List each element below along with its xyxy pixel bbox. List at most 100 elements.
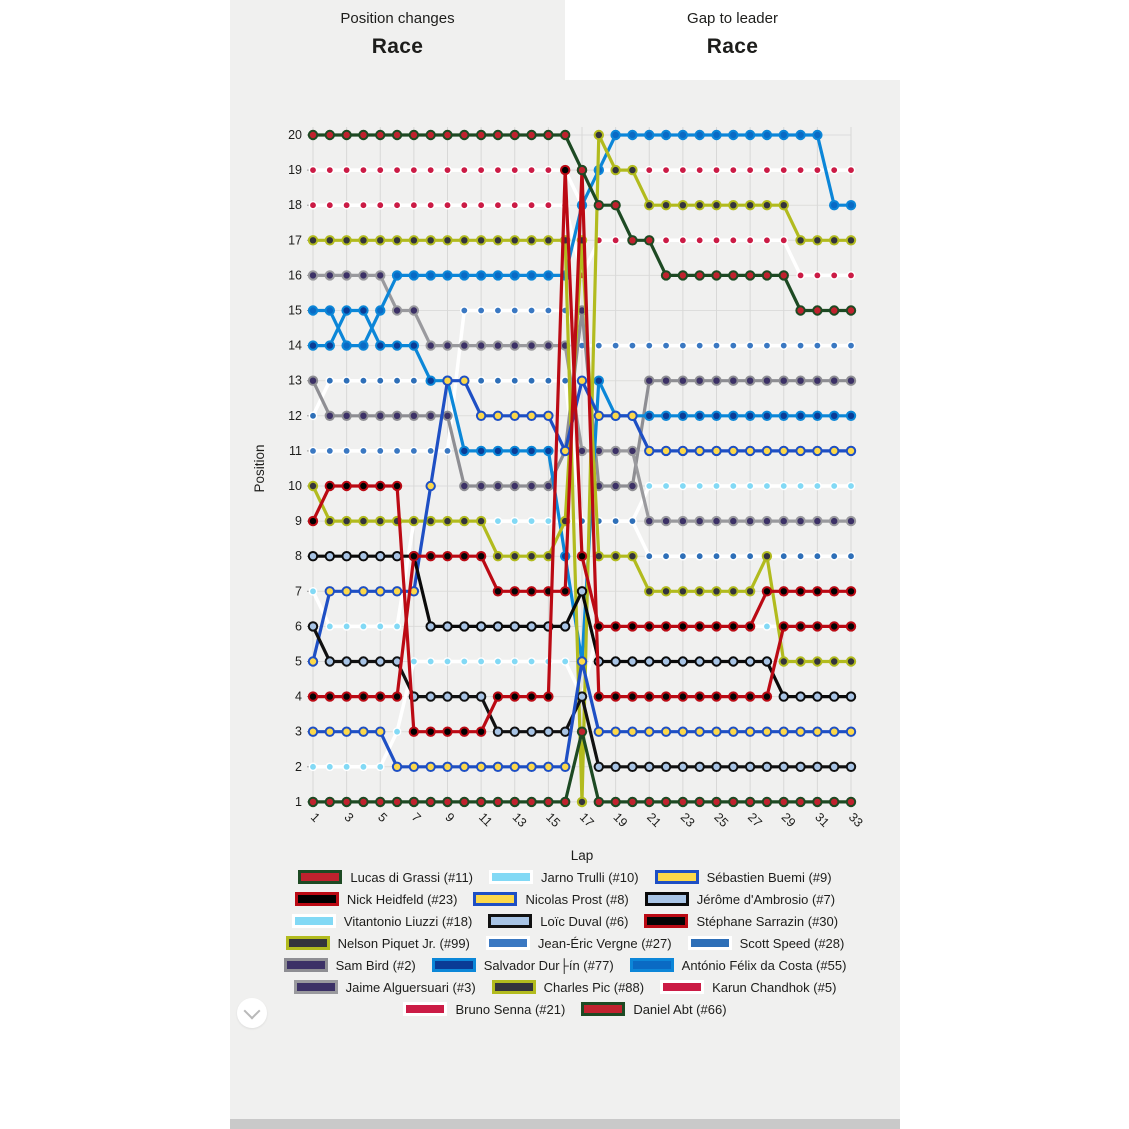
series-marker-sam-bird-2 xyxy=(492,480,504,492)
series-marker-charles-pic-88 xyxy=(324,235,336,246)
series-marker-lucas-di-grassi-11 xyxy=(644,796,655,808)
series-marker-sam-bird-2 xyxy=(828,375,840,386)
series-marker-lo-c-duval-6 xyxy=(442,691,453,702)
series-marker-st-phane-sarrazin-30 xyxy=(526,586,537,597)
series-marker-lucas-di-grassi-11 xyxy=(375,796,386,808)
series-marker-j-r-me-d-ambrosio-7 xyxy=(341,551,352,562)
series-marker-lucas-di-grassi-11 xyxy=(425,796,436,808)
series-marker-nick-heidfeld-23 xyxy=(425,726,436,737)
series-marker-charles-pic-88 xyxy=(375,235,386,246)
series-marker-jean-ric-vergne-27 xyxy=(443,446,452,456)
legend-label: Bruno Senna (#21) xyxy=(455,1001,566,1017)
series-marker-salvador-dur-n-77 xyxy=(845,410,857,421)
series-marker-scott-speed-28 xyxy=(308,411,318,421)
series-marker-charles-pic-88 xyxy=(627,164,638,176)
series-marker-nelson-piquet-jr-99 xyxy=(778,656,789,667)
series-marker-j-r-me-d-ambrosio-7 xyxy=(812,691,823,702)
series-marker-charles-pic-88 xyxy=(408,235,420,246)
series-marker-jarno-trulli-10 xyxy=(325,762,335,772)
series-marker-vitantonio-liuzzi-18 xyxy=(375,622,385,631)
legend-label: Stéphane Sarrazin (#30) xyxy=(696,913,839,929)
x-tick-label: 11 xyxy=(476,810,495,829)
series-marker-lo-c-duval-6 xyxy=(627,761,638,772)
series-marker-sam-bird-2 xyxy=(425,410,436,421)
legend-label: Jérôme d'Ambrosio (#7) xyxy=(696,891,836,907)
series-marker-jean-ric-vergne-27 xyxy=(729,341,738,350)
series-marker-sam-bird-2 xyxy=(375,410,386,421)
series-marker-daniel-abt-66 xyxy=(492,129,504,141)
series-marker-lucas-di-grassi-11 xyxy=(526,796,537,808)
legend-item: Daniel Abt (#66) xyxy=(581,1001,727,1017)
series-marker-nicolas-prost-8 xyxy=(728,726,739,737)
y-tick-label: 12 xyxy=(288,409,302,423)
legend-swatch-icon xyxy=(660,980,705,994)
series-marker-sam-bird-2 xyxy=(677,375,689,386)
series-marker-st-phane-sarrazin-30 xyxy=(610,691,621,702)
series-marker-scott-speed-28 xyxy=(544,376,553,386)
series-marker-karun-chandhok-5 xyxy=(779,235,789,245)
chart-legend: Lucas di Grassi (#11) Jarno Trulli (#10) S… xyxy=(230,866,900,1020)
series-marker-jean-ric-vergne-27 xyxy=(359,446,368,456)
series-marker-st-phane-sarrazin-30 xyxy=(761,691,773,702)
series-marker-j-r-me-d-ambrosio-7 xyxy=(610,656,621,667)
series-marker-jaime-alguersuari-3 xyxy=(694,515,705,527)
series-marker-charles-pic-88 xyxy=(425,235,436,246)
series-marker-jaime-alguersuari-3 xyxy=(408,305,420,316)
series-marker-scott-speed-28 xyxy=(611,516,620,526)
tab-gap-to-leader[interactable]: Gap to leader Race xyxy=(565,0,900,80)
series-marker-karun-chandhok-5 xyxy=(611,235,620,245)
series-marker-st-phane-sarrazin-30 xyxy=(744,691,756,702)
series-marker-jarno-trulli-10 xyxy=(426,657,435,666)
series-marker-scott-speed-28 xyxy=(359,376,368,386)
series-marker-lucas-di-grassi-11 xyxy=(845,796,857,808)
series-marker-j-r-me-d-ambrosio-7 xyxy=(660,656,672,667)
scroll-down-button[interactable] xyxy=(237,998,267,1028)
legend-label: António Félix da Costa (#55) xyxy=(681,957,847,973)
series-marker-salvador-dur-n-77 xyxy=(425,375,436,386)
series-marker-nick-heidfeld-23 xyxy=(828,586,840,597)
y-tick-label: 1 xyxy=(295,795,302,809)
series-marker-jaime-alguersuari-3 xyxy=(307,270,319,281)
legend-swatch-icon xyxy=(485,936,530,950)
series-marker-karun-chandhok-5 xyxy=(308,200,318,210)
series-marker-ant-nio-f-lix-da-costa-55 xyxy=(761,129,773,141)
series-marker-karun-chandhok-5 xyxy=(745,235,755,245)
legend-label: Daniel Abt (#66) xyxy=(633,1001,727,1017)
series-marker-daniel-abt-66 xyxy=(812,305,823,316)
series-marker-daniel-abt-66 xyxy=(307,129,319,141)
series-marker-ant-nio-f-lix-da-costa-55 xyxy=(660,129,672,141)
series-marker-daniel-abt-66 xyxy=(576,164,588,176)
series-marker-st-phane-sarrazin-30 xyxy=(509,586,520,597)
legend-item: Nelson Piquet Jr. (#99) xyxy=(285,936,470,951)
series-marker-nelson-piquet-jr-99 xyxy=(812,656,823,667)
series-marker-bruno-senna-21 xyxy=(392,165,402,175)
chevron-down-icon xyxy=(243,1002,261,1019)
legend-swatch-icon xyxy=(629,958,674,972)
series-marker-vitantonio-liuzzi-18 xyxy=(392,622,402,631)
series-marker-jarno-trulli-10 xyxy=(560,657,570,666)
legend-label: Nick Heidfeld (#23) xyxy=(346,891,458,907)
series-marker-ant-nio-f-lix-da-costa-55 xyxy=(644,129,655,141)
series-marker-karun-chandhok-5 xyxy=(443,200,452,210)
legend-label: Scott Speed (#28) xyxy=(739,935,845,951)
series-marker-ant-nio-f-lix-da-costa-55 xyxy=(526,270,537,281)
y-tick-label: 8 xyxy=(295,549,302,563)
series-marker-jaime-alguersuari-3 xyxy=(324,270,336,281)
legend-item: Charles Pic (#88) xyxy=(491,980,644,995)
series-marker-jaime-alguersuari-3 xyxy=(358,270,369,281)
series-marker-bruno-senna-21 xyxy=(695,165,704,175)
series-marker-j-r-me-d-ambrosio-7 xyxy=(728,656,739,667)
series-marker-s-bastien-buemi-9 xyxy=(509,410,520,421)
series-marker-j-r-me-d-ambrosio-7 xyxy=(509,621,520,632)
series-marker-jaime-alguersuari-3 xyxy=(728,515,739,527)
series-marker-ant-nio-f-lix-da-costa-55 xyxy=(324,305,336,316)
bottom-scrollbar[interactable] xyxy=(230,1119,900,1129)
y-tick-label: 19 xyxy=(288,163,302,177)
series-marker-nicolas-prost-8 xyxy=(828,726,840,737)
series-marker-j-r-me-d-ambrosio-7 xyxy=(492,621,504,632)
series-marker-jaime-alguersuari-3 xyxy=(828,515,840,527)
series-marker-vitantonio-liuzzi-18 xyxy=(661,481,671,491)
tab-position-changes[interactable]: Position changes Race xyxy=(230,0,565,80)
series-marker-nicolas-prost-8 xyxy=(526,761,537,772)
x-tick-label: 25 xyxy=(711,810,731,830)
